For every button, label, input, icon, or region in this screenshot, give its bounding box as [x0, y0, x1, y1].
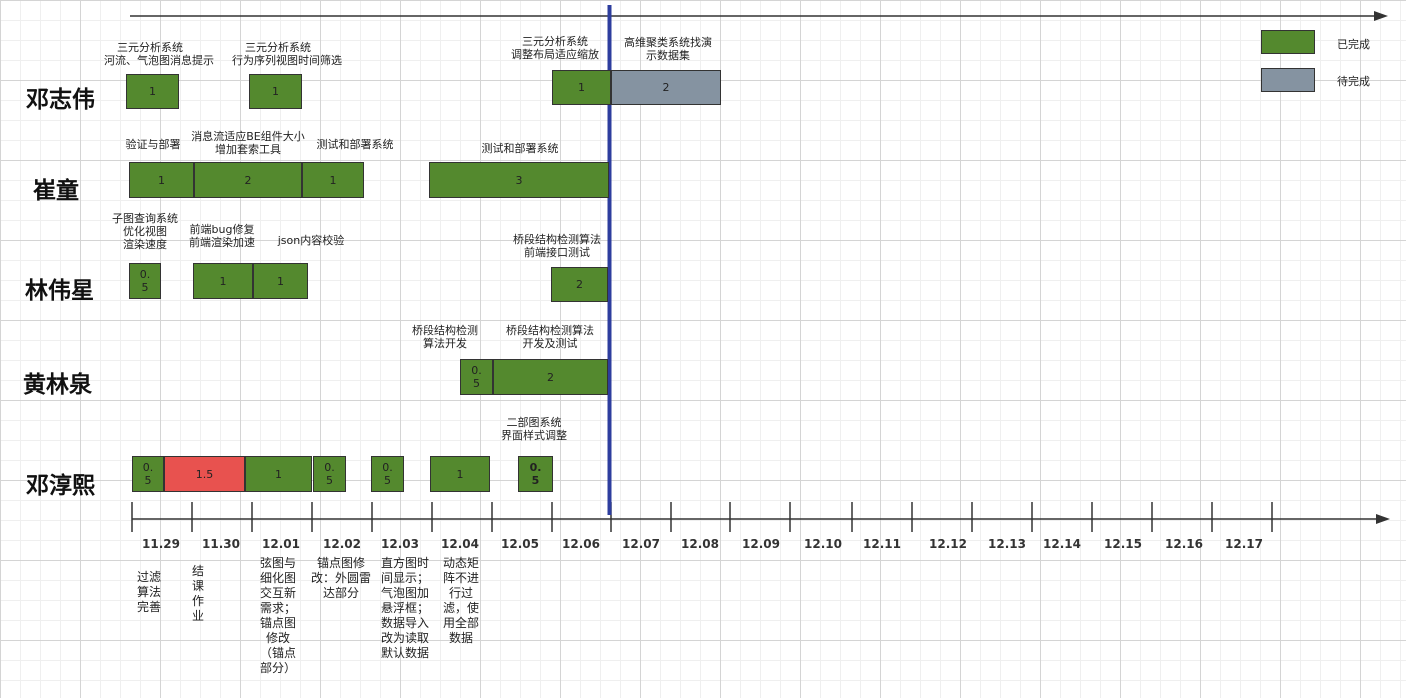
daily-note: 结课作业 [191, 564, 204, 623]
task-bar: 1 [249, 74, 302, 109]
person-name: 黄林泉 [23, 372, 92, 398]
date-label: 12.11 [863, 537, 901, 551]
date-label: 12.13 [988, 537, 1026, 551]
task-label: 测试和部署系统 [481, 142, 559, 155]
task-bar: 2 [194, 162, 302, 198]
task-label: 三元分析系统 调整布局适应缩放 [511, 35, 599, 61]
date-label: 12.02 [323, 537, 361, 551]
person-name: 崔童 [33, 178, 79, 204]
task-bar: 1 [193, 263, 253, 299]
task-bar: 0. 5 [132, 456, 164, 492]
task-bar: 0. 5 [313, 456, 346, 492]
date-label: 11.29 [142, 537, 180, 551]
daily-note: 动态矩 阵不进 行过 滤，使 用全部 数据 [442, 556, 479, 645]
task-bar: 1 [430, 456, 490, 492]
task-label: json内容校验 [277, 234, 345, 247]
task-bar: 0. 5 [371, 456, 404, 492]
date-label: 12.14 [1043, 537, 1081, 551]
legend-todo-swatch [1261, 68, 1315, 92]
task-label: 二部图系统 界面样式调整 [501, 416, 567, 442]
top-axis-arrowhead [1374, 11, 1388, 21]
task-label: 桥段结构检测算法 开发及测试 [506, 324, 594, 350]
task-label: 桥段结构检测算法 前端接口测试 [513, 233, 601, 259]
daily-note: 弦图与 细化图 交互新 需求； 锚点图 修改 （锚点 部分） [259, 556, 296, 675]
daily-note: 直方图时 间显示； 气泡图加 悬浮框； 数据导入 改为读取 默认数据 [380, 556, 429, 660]
task-bar: 1 [302, 162, 364, 198]
task-label: 三元分析系统 河流、气泡图消息提示 [104, 41, 214, 67]
task-bar: 1 [552, 70, 611, 105]
date-label: 12.12 [929, 537, 967, 551]
task-label: 前端bug修复 前端渲染加速 [189, 223, 255, 249]
daily-note: 过滤 算法 完善 [136, 570, 161, 614]
task-label: 测试和部署系统 [316, 138, 394, 151]
task-bar: 1 [253, 263, 308, 299]
task-bar: 1 [245, 456, 312, 492]
legend-done-label: 已完成 [1337, 38, 1370, 51]
task-label: 子图查询系统 优化视图 渲染速度 [112, 212, 178, 251]
date-label: 12.09 [742, 537, 780, 551]
date-label: 12.05 [501, 537, 539, 551]
task-bar: 0. 5 [129, 263, 161, 299]
task-label: 桥段结构检测 算法开发 [412, 324, 478, 350]
task-bar: 2 [551, 267, 608, 302]
task-label: 消息流适应BE组件大小 增加套索工具 [191, 130, 305, 156]
task-bar: 1 [129, 162, 194, 198]
legend-done-swatch [1261, 30, 1315, 54]
task-bar: 1 [126, 74, 179, 109]
task-label: 验证与部署 [125, 138, 181, 151]
date-label: 12.08 [681, 537, 719, 551]
date-label: 12.16 [1165, 537, 1203, 551]
person-name: 邓淳熙 [26, 473, 95, 499]
task-bar: 2 [493, 359, 608, 395]
task-bar: 3 [429, 162, 609, 198]
task-bar: 1.5 [164, 456, 245, 492]
daily-note: 锚点图修 改：外圆雷 达部分 [310, 556, 371, 600]
task-label: 三元分析系统 行为序列视图时间筛选 [232, 41, 342, 67]
date-label: 11.30 [202, 537, 240, 551]
person-name: 邓志伟 [26, 87, 95, 113]
date-label: 12.04 [441, 537, 479, 551]
person-name: 林伟星 [25, 278, 94, 304]
date-label: 12.06 [562, 537, 600, 551]
task-bar: 0. 5 [518, 456, 553, 492]
date-label: 12.01 [262, 537, 300, 551]
date-label: 12.10 [804, 537, 842, 551]
date-label: 12.17 [1225, 537, 1263, 551]
task-label: 高维聚类系统找演 示数据集 [624, 36, 712, 62]
date-axis-arrowhead [1376, 514, 1390, 524]
legend-todo-label: 待完成 [1337, 75, 1370, 88]
date-label: 12.15 [1104, 537, 1142, 551]
date-label: 12.03 [381, 537, 419, 551]
task-bar: 0. 5 [460, 359, 493, 395]
date-label: 12.07 [622, 537, 660, 551]
task-bar: 2 [611, 70, 721, 105]
